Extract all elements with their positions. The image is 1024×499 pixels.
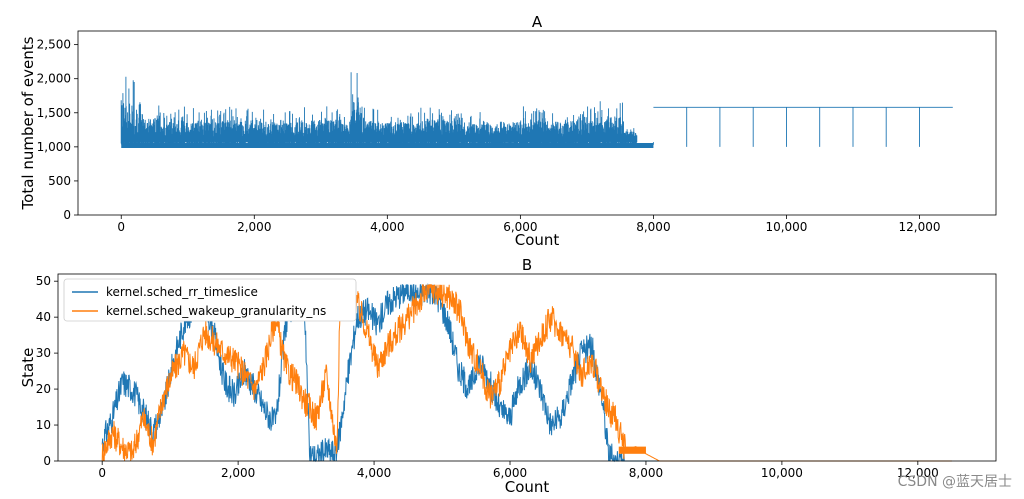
x-tick-label: 12,000 — [899, 220, 941, 234]
y-tick-label: 2,500 — [37, 38, 71, 52]
x-tick-label: 6,000 — [503, 220, 537, 234]
legend-label-wakeup-granularity: kernel.sched_wakeup_granularity_ns — [106, 304, 326, 318]
panel-a-axes-frame — [77, 30, 997, 216]
panel-a: A 0 2,000 4,000 6,000 8,000 10,000 12,000 0 500… — [19, 13, 997, 249]
x-tick-label: 0 — [117, 220, 125, 234]
y-tick-label: 0 — [43, 454, 51, 468]
panel-b-x-axis-label: Count — [505, 478, 550, 496]
panel-b-y-axis-label: State — [19, 348, 37, 388]
x-tick-label: 8,000 — [636, 220, 670, 234]
legend-label-rr-timeslice: kernel.sched_rr_timeslice — [106, 285, 258, 299]
panel-b: B 0 2,000 4,000 6,000 8,000 10,000 12,000 0 10 2… — [19, 256, 997, 496]
y-tick-label: 2,000 — [37, 72, 71, 86]
panel-b-axes-frame — [57, 273, 997, 462]
y-tick-label: 10 — [36, 418, 51, 432]
x-tick-label: 6,000 — [493, 466, 527, 480]
x-tick-label: 4,000 — [370, 220, 404, 234]
panel-a-y-ticks: 0 500 1,000 1,500 2,000 2,500 — [37, 38, 78, 222]
panel-a-x-axis-label: Count — [515, 231, 560, 249]
watermark: CSDN @蓝天居士 — [897, 474, 1012, 490]
panel-a-series-layer — [120, 72, 953, 148]
y-tick-label: 30 — [36, 346, 51, 360]
panel-a-y-axis-label: Total number of events — [19, 36, 37, 210]
y-tick-label: 20 — [36, 382, 51, 396]
x-tick-label: 12,000 — [897, 466, 939, 480]
x-tick-label: 2,000 — [237, 220, 271, 234]
x-tick-label: 10,000 — [761, 466, 803, 480]
x-tick-label: 0 — [98, 466, 106, 480]
legend-frame — [63, 278, 357, 322]
panel-a-title: A — [532, 13, 543, 31]
y-tick-label: 50 — [36, 274, 51, 288]
panel-b-legend: kernel.sched_rr_timeslice kernel.sched_w… — [63, 278, 357, 322]
x-tick-label: 10,000 — [765, 220, 807, 234]
series-b-orange-band — [618, 446, 646, 454]
y-tick-label: 0 — [63, 208, 71, 222]
panel-b-x-ticks: 0 2,000 4,000 6,000 8,000 10,000 12,000 — [98, 461, 939, 480]
y-tick-label: 1,000 — [37, 140, 71, 154]
x-tick-label: 4,000 — [357, 466, 391, 480]
series-a-line — [120, 72, 953, 147]
panel-b-y-ticks: 0 10 20 30 40 50 — [36, 274, 58, 468]
x-tick-label: 8,000 — [629, 466, 663, 480]
panel-a-x-ticks: 0 2,000 4,000 6,000 8,000 10,000 12,000 — [117, 215, 941, 234]
y-tick-label: 40 — [36, 310, 51, 324]
panel-b-title: B — [522, 256, 532, 274]
y-tick-label: 1,500 — [37, 106, 71, 120]
x-tick-label: 2,000 — [221, 466, 255, 480]
y-tick-label: 500 — [48, 174, 71, 188]
